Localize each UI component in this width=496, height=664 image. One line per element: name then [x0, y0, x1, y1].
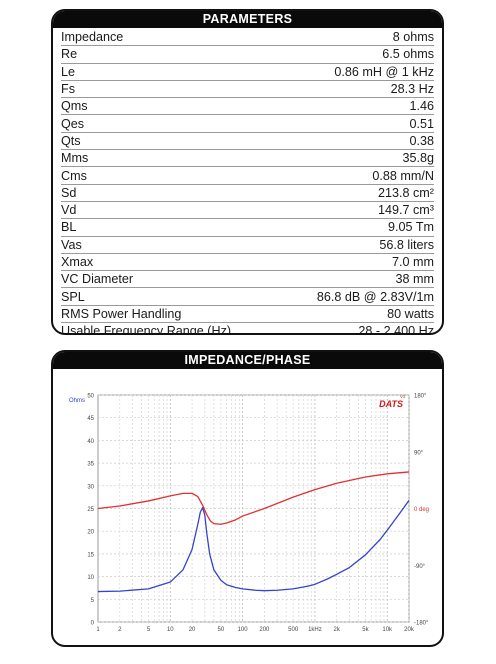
param-row: Qms 1.46: [61, 98, 434, 116]
param-label: Sd: [61, 185, 77, 200]
x-tick-label: 20k: [404, 627, 415, 633]
parameters-table: Impedance 8 ohms Re 6.5 ohms Le 0.86 mH @ 1 k…: [53, 28, 442, 335]
y-tick-label: 45: [87, 416, 94, 422]
param-label: Mms: [61, 151, 89, 166]
param-row: Usable Frequency Range (Hz) 28 - 2,400 Hz: [61, 323, 434, 335]
param-row: BL 9.05 Tm: [61, 219, 434, 237]
param-value: 86.8 dB @ 2.83V/1m: [316, 289, 434, 304]
param-label: Qms: [61, 99, 88, 114]
param-label: Impedance: [61, 30, 124, 45]
param-row: VC Diameter 38 mm: [61, 271, 435, 289]
param-value: 0.86 mH @ 1 kHz: [334, 64, 434, 79]
param-label: RMS Power Handling: [61, 306, 182, 321]
param-value: 35.8g: [402, 151, 434, 166]
plot-area: [97, 394, 410, 623]
param-value: 80 watts: [387, 306, 434, 321]
param-row: Vd 149.7 cm³: [61, 202, 434, 220]
param-value: 213.8 cm²: [378, 185, 434, 200]
param-row: Le 0.86 mH @ 1 kHz: [61, 64, 434, 81]
param-label: Qes: [61, 116, 85, 131]
y2-tick-label: 0 deg: [414, 507, 429, 513]
param-row: Qes 0.51: [61, 115, 434, 133]
dats-logo-version: V3: [400, 394, 406, 399]
x-tick-label: 2k: [334, 627, 341, 633]
param-value: 8 ohms: [392, 30, 434, 45]
param-value: 9.05 Tm: [388, 220, 434, 235]
x-tick-label: 2: [118, 627, 122, 633]
param-label: Vas: [61, 237, 82, 252]
param-label: BL: [61, 220, 77, 235]
param-label: Cms: [61, 168, 87, 183]
param-value: 0.51: [409, 116, 434, 131]
y-tick-label: 0: [91, 621, 95, 627]
param-row: RMS Power Handling 80 watts: [61, 306, 434, 324]
y-tick-label: 25: [87, 507, 94, 513]
param-label: Qts: [61, 133, 81, 148]
y-tick-label: 5: [91, 598, 95, 604]
param-value: 28.3 Hz: [390, 82, 434, 97]
param-row: Qts 0.38: [61, 133, 434, 151]
param-value: 0.88 mm/N: [372, 168, 434, 183]
y-axis-label: Ohms: [69, 398, 85, 404]
y2-tick-label: 90°: [414, 450, 424, 456]
param-label: VC Diameter: [61, 272, 134, 287]
param-row: SPL 86.8 dB @ 2.83V/1m: [61, 288, 434, 306]
y-tick-label: 10: [87, 575, 94, 581]
x-tick-label: 10: [167, 627, 174, 633]
param-row: Xmax 7.0 mm: [61, 254, 434, 272]
y2-tick-label: -180°: [414, 621, 429, 627]
param-row: Sd 213.8 cm²: [61, 185, 434, 202]
param-row: Re 6.5 ohms: [61, 46, 434, 64]
x-tick-label: 5k: [362, 627, 369, 633]
param-row: Vas 56.8 liters: [61, 237, 434, 254]
param-value: 7.0 mm: [392, 255, 434, 269]
y-tick-label: 30: [87, 484, 94, 490]
x-tick-label: 20: [189, 627, 196, 633]
param-label: Usable Frequency Range (Hz): [61, 324, 232, 335]
param-label: Fs: [61, 82, 75, 97]
param-value: 56.8 liters: [379, 237, 434, 252]
x-tick-label: 10k: [382, 627, 393, 633]
y-tick-label: 50: [87, 394, 94, 400]
phase-series-line: [97, 471, 410, 525]
param-value: 149.7 cm³: [378, 203, 434, 218]
y-tick-label: 40: [87, 439, 94, 445]
y-tick-label: 35: [87, 462, 94, 468]
param-row: Impedance 8 ohms: [61, 29, 434, 47]
x-tick-label: 500: [288, 627, 299, 633]
param-label: Vd: [61, 203, 77, 218]
parameters-panel: PARAMETERS Impedance 8 ohms Re 6.5 ohms Le 0.…: [51, 9, 444, 335]
y2-tick-label: -90°: [414, 564, 426, 570]
chart-title: IMPEDANCE/PHASE: [53, 352, 442, 369]
x-tick-label: 200: [259, 627, 270, 633]
x-tick-label: 1: [96, 627, 100, 633]
param-value: 28 - 2,400 Hz: [358, 324, 434, 335]
impedance-series-line: [97, 499, 410, 593]
param-label: SPL: [61, 289, 85, 304]
x-tick-label: 50: [218, 627, 225, 633]
impedance-phase-panel: IMPEDANCE/PHASE 0 5 10 15 20 25 30 35 40 45 50 1 2 5 1…: [51, 350, 444, 647]
y2-tick-label: 180°: [414, 394, 427, 400]
x-tick-label: 100: [238, 627, 249, 633]
param-row: Fs 28.3 Hz: [61, 81, 434, 99]
param-value: 38 mm: [395, 272, 435, 287]
dats-logo: DATS: [379, 399, 403, 409]
y-tick-label: 15: [87, 552, 94, 558]
param-label: Le: [61, 64, 76, 79]
x-tick-label: 5: [147, 627, 151, 633]
param-value: 1.46: [409, 99, 434, 114]
param-row: Cms 0.88 mm/N: [61, 167, 434, 185]
y-tick-label: 20: [87, 530, 94, 536]
param-value: 0.38: [409, 133, 434, 148]
param-value: 6.5 ohms: [382, 47, 434, 62]
parameters-title: PARAMETERS: [53, 11, 442, 28]
param-label: Re: [61, 47, 78, 62]
param-row: Mms 35.8g: [61, 150, 434, 168]
x-tick-label: 1kHz: [308, 627, 322, 633]
param-label: Xmax: [61, 255, 94, 269]
